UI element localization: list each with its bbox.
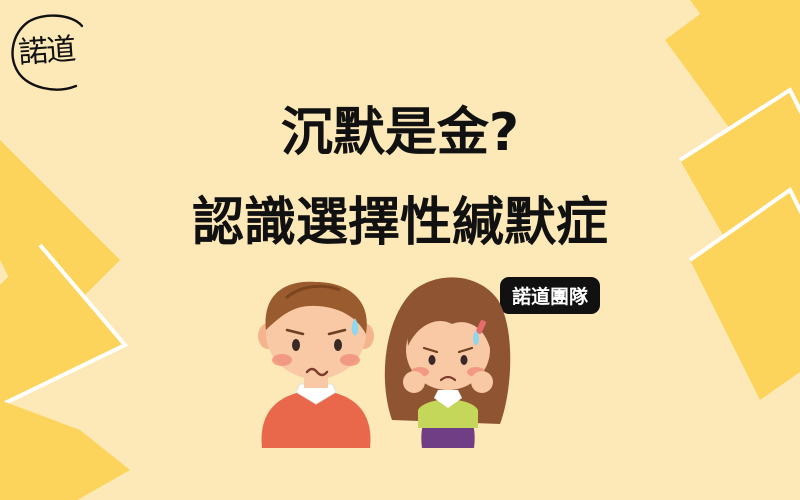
diamond-shape [0, 245, 125, 406]
page-title-line2: 認識選擇性緘默症 [191, 193, 608, 253]
page-title-line1: 沉默是金? [280, 103, 520, 163]
boy-illustration [258, 281, 374, 448]
sweat-drop-icon [351, 318, 359, 336]
team-badge: 諾道團隊 [500, 277, 601, 314]
brand-logo [11, 14, 84, 91]
sweat-drop-icon [473, 330, 479, 346]
diamond-shape [0, 400, 130, 500]
girl-illustration [384, 277, 511, 448]
